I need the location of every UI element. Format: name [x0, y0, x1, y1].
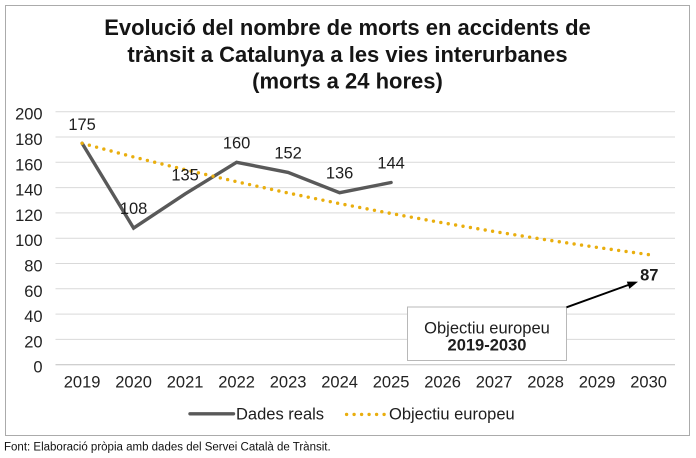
svg-text:2023: 2023: [270, 374, 307, 392]
svg-text:152: 152: [274, 145, 302, 163]
svg-text:Evolució del nombre de morts e: Evolució del nombre de morts en accident…: [104, 15, 591, 40]
svg-text:Dades reals: Dades reals: [236, 405, 324, 423]
svg-text:100: 100: [15, 232, 43, 250]
svg-text:108: 108: [120, 200, 148, 218]
svg-text:20: 20: [24, 333, 42, 351]
svg-text:2020: 2020: [115, 374, 152, 392]
svg-text:136: 136: [326, 165, 354, 183]
svg-text:40: 40: [24, 308, 42, 326]
svg-text:(morts a 24 hores): (morts a 24 hores): [252, 69, 443, 94]
svg-text:2019-2030: 2019-2030: [448, 337, 527, 355]
svg-text:200: 200: [15, 106, 43, 124]
svg-text:0: 0: [33, 359, 42, 377]
svg-text:2024: 2024: [321, 374, 358, 392]
svg-text:80: 80: [24, 258, 42, 276]
svg-text:144: 144: [377, 155, 405, 173]
svg-text:Objectiu europeu: Objectiu europeu: [424, 320, 550, 338]
svg-text:2021: 2021: [167, 374, 204, 392]
svg-text:Objectiu europeu: Objectiu europeu: [389, 405, 515, 423]
svg-text:60: 60: [24, 283, 42, 301]
svg-text:180: 180: [15, 131, 43, 149]
svg-text:2026: 2026: [424, 374, 461, 392]
svg-text:175: 175: [68, 116, 96, 134]
svg-text:140: 140: [15, 182, 43, 200]
svg-text:87: 87: [640, 267, 658, 285]
svg-text:2019: 2019: [64, 374, 101, 392]
svg-text:2030: 2030: [630, 374, 667, 392]
svg-text:trànsit a Catalunya a les vies: trànsit a Catalunya a les vies interurba…: [127, 42, 567, 67]
svg-text:2022: 2022: [218, 374, 255, 392]
svg-text:135: 135: [171, 166, 199, 184]
svg-text:Font: Elaboració pròpia amb da: Font: Elaboració pròpia amb dades del Se…: [4, 441, 331, 453]
svg-text:2025: 2025: [373, 374, 410, 392]
svg-text:2028: 2028: [527, 374, 564, 392]
svg-text:120: 120: [15, 207, 43, 225]
svg-text:160: 160: [15, 156, 43, 174]
svg-text:2029: 2029: [579, 374, 616, 392]
svg-text:2027: 2027: [476, 374, 513, 392]
svg-text:160: 160: [223, 135, 251, 153]
